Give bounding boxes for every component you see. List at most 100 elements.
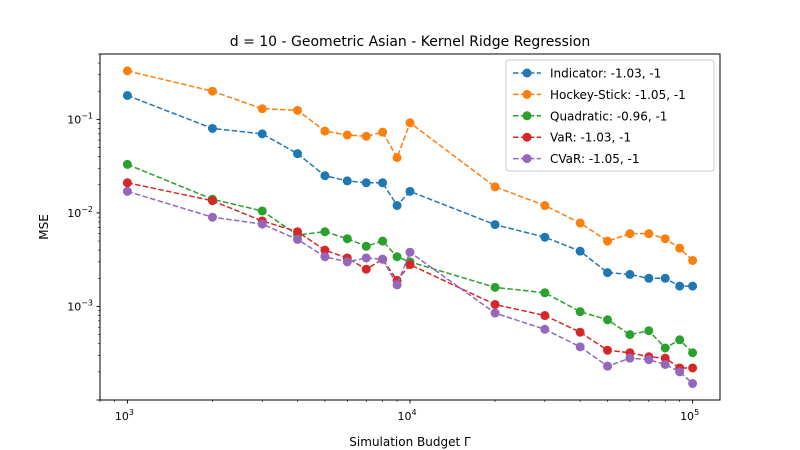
x-tick-label: 105 [680,408,699,423]
data-point [207,196,217,206]
data-point [688,348,698,358]
data-point [490,182,500,192]
series-4 [122,186,698,389]
data-point [603,345,613,355]
data-point [490,220,500,230]
legend-marker [522,111,532,121]
data-point [122,66,132,76]
data-point [405,186,415,196]
data-point [207,123,217,133]
data-point [320,171,330,181]
data-point [575,307,585,317]
data-point [257,129,267,139]
data-point [320,252,330,262]
y-tick-label: 10−1 [67,111,93,126]
data-point [644,326,654,336]
legend-marker [522,132,532,142]
data-point [122,91,132,100]
data-point [257,206,267,216]
data-point [644,273,654,283]
data-point [490,308,500,318]
data-point [293,149,303,159]
data-point [540,324,550,334]
data-point [625,269,635,279]
data-point [675,335,685,345]
data-point [122,159,132,169]
data-point [293,234,303,244]
data-point [603,361,613,371]
data-point [575,327,585,337]
data-point [660,234,670,244]
data-point [660,353,670,363]
data-point [575,342,585,352]
data-point [320,126,330,136]
data-point [490,282,500,292]
data-point [361,264,371,274]
legend-label: CVaR: -1.05, -1 [550,152,639,166]
data-point [122,186,132,196]
plot-area [122,66,698,389]
legend-frame [505,59,715,172]
data-point [392,252,402,262]
y-axis-label: MSE [37,214,51,240]
data-point [675,367,685,377]
data-point [675,243,685,253]
data-point [293,227,303,237]
data-point [540,232,550,242]
legend-label: Hockey-Stick: -1.05, -1 [550,88,686,102]
legend-entry: Hockey-Stick: -1.05, -1 [513,88,686,102]
data-point [688,281,698,291]
data-point [660,359,670,369]
data-point [361,178,371,188]
data-point [644,229,654,239]
data-point [293,105,303,115]
data-point [540,288,550,298]
data-point [361,253,371,263]
x-axis-label: Simulation Budget Γ [349,435,471,449]
data-point [688,363,698,373]
data-point [122,178,132,188]
data-point [207,212,217,222]
data-point [342,176,352,186]
legend-entry: CVaR: -1.05, -1 [513,152,639,166]
y-axis: 10−3 10−2 10−1 [67,53,100,401]
data-point [660,343,670,353]
data-point [625,229,635,239]
data-point [688,379,698,389]
legend-entry: VaR: -1.03, -1 [513,131,631,145]
data-point [392,201,402,211]
data-point [378,254,388,264]
legend-label: Quadratic: -0.96, -1 [550,109,667,123]
data-point [320,227,330,237]
legend-marker [522,68,532,78]
data-point [644,355,654,365]
data-point [342,257,352,267]
x-tick-label: 103 [115,408,134,423]
data-point [625,353,635,363]
legend-marker [522,89,532,99]
x-axis: 103 104 105 [99,400,699,423]
data-point [603,236,613,246]
legend-entry: Quadratic: -0.96, -1 [513,109,667,123]
data-point [688,256,698,265]
data-point [378,127,388,137]
data-point [342,234,352,244]
legend-label: Indicator: -1.03, -1 [550,67,661,81]
data-point [207,86,217,96]
legend-label: VaR: -1.03, -1 [550,131,631,145]
data-point [603,315,613,325]
data-point [361,131,371,141]
chart-title: d = 10 - Geometric Asian - Kernel Ridge … [230,34,590,50]
data-point [392,153,402,163]
data-point [603,268,613,278]
data-point [540,201,550,211]
legend-marker [522,154,532,164]
x-tick-label: 104 [397,408,416,423]
data-point [405,247,415,257]
data-point [540,311,550,321]
data-point [361,241,371,251]
series-0 [122,91,698,291]
legend-entry: Indicator: -1.03, -1 [513,67,661,81]
series-1 [122,66,698,265]
data-point [342,130,352,140]
